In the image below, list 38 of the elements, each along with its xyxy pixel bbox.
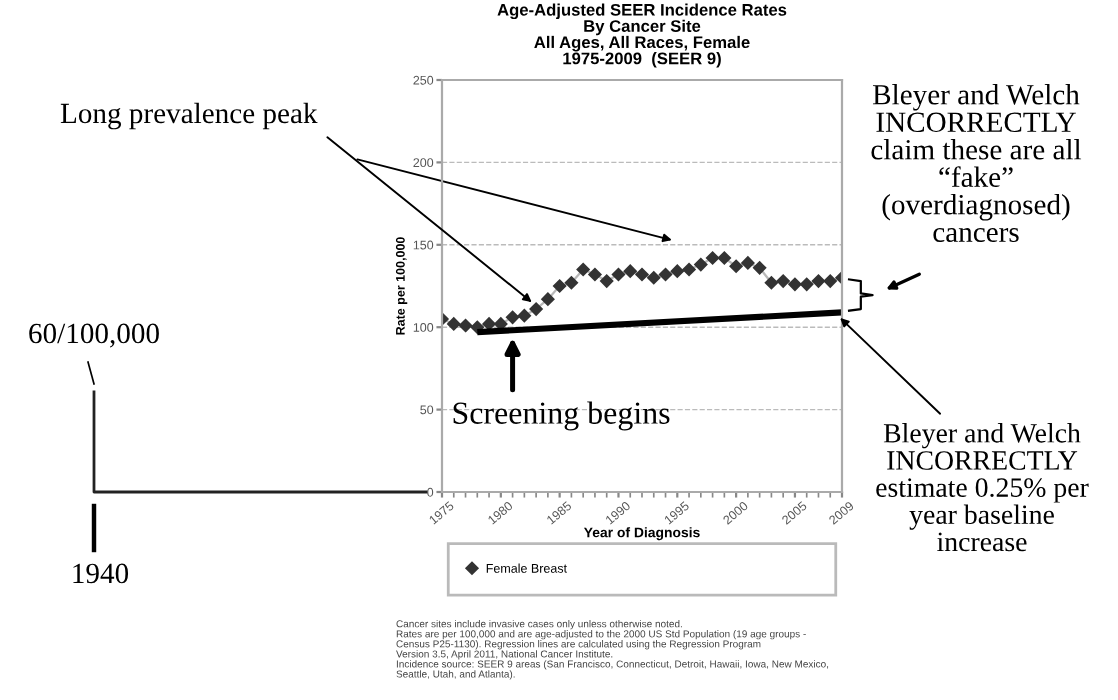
point xyxy=(553,279,567,293)
text: 60/100,000 xyxy=(29,323,159,348)
text: 1940 xyxy=(73,563,129,584)
point xyxy=(659,267,673,281)
point xyxy=(647,271,661,285)
point xyxy=(564,276,578,290)
point xyxy=(447,317,461,331)
point xyxy=(776,274,790,288)
point xyxy=(600,274,614,288)
annotation: Screening begins xyxy=(453,401,670,431)
point xyxy=(611,267,625,281)
point xyxy=(576,263,590,277)
point xyxy=(682,263,696,277)
chart-title: Age-Adjusted SEER Incidence Rates By Cancer Site All Ages, All Races, Female 1975-2009 (SEER 9) xyxy=(497,3,787,68)
point xyxy=(823,274,837,288)
point xyxy=(706,251,720,265)
point xyxy=(529,302,543,316)
point xyxy=(670,264,684,278)
point xyxy=(623,264,637,278)
point xyxy=(635,267,649,281)
point xyxy=(459,319,473,333)
point xyxy=(741,256,755,270)
text: Bleyer and Welch INCORRECTLY claim these are all “fake” (overdiagnosed) cancers xyxy=(871,84,1082,243)
point xyxy=(588,267,602,281)
point xyxy=(482,317,496,331)
point xyxy=(717,251,731,265)
point xyxy=(800,277,814,291)
point xyxy=(764,276,778,290)
point xyxy=(694,258,708,272)
annotation: Bleyer and Welch INCORRECTLY estimate 0.25% per year baseline increase xyxy=(876,423,1089,552)
point xyxy=(541,292,555,306)
point xyxy=(506,310,520,324)
point xyxy=(788,277,802,291)
point xyxy=(729,259,743,273)
point xyxy=(517,309,531,323)
point xyxy=(753,261,767,275)
point xyxy=(811,274,825,288)
annotation: Long prevalence peak xyxy=(60,102,318,130)
